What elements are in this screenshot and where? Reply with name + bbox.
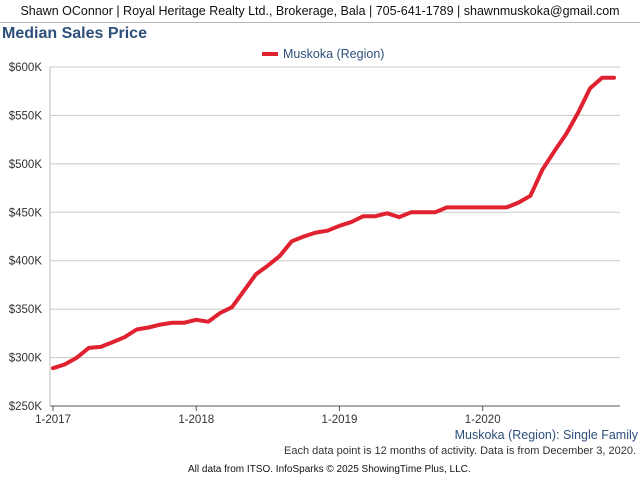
- y-tick-label: $450K: [9, 207, 43, 219]
- x-tick-label: 1-2019: [322, 414, 358, 426]
- x-tick-label: 1-2017: [35, 414, 71, 426]
- footer-credit: All data from ITSO. InfoSparks © 2025 Sh…: [188, 464, 471, 475]
- x-tick-label: 1-2020: [465, 414, 501, 426]
- y-tick-label: $500K: [9, 159, 43, 171]
- legend: Muskoka (Region): [262, 47, 384, 61]
- y-tick-label: $250K: [9, 401, 43, 413]
- chart-title: Median Sales Price: [2, 25, 147, 42]
- data-footnote: Each data point is 12 months of activity…: [284, 445, 636, 457]
- y-tick-label: $600K: [9, 62, 43, 74]
- y-tick-label: $350K: [9, 304, 43, 316]
- series-caption: Muskoka (Region): Single Family: [454, 428, 638, 442]
- gridlines: [50, 66, 620, 359]
- y-tick-label: $550K: [9, 110, 43, 122]
- y-axis-ticks: $250K $300K $350K $400K $450K $500K $550K $600K: [9, 62, 43, 413]
- x-axis-ticks: 1-2017 1-2018 1-2019 1-2020: [35, 406, 501, 426]
- y-tick-label: $400K: [9, 256, 43, 268]
- agent-contact-header: Shawn OConnor | Royal Heritage Realty Lt…: [0, 0, 640, 23]
- series-group: [51, 75, 616, 371]
- x-tick-label: 1-2018: [178, 414, 214, 426]
- axes: [49, 67, 620, 407]
- series-line-muskoka-region: [51, 75, 616, 371]
- legend-label: Muskoka (Region): [283, 47, 384, 61]
- y-tick-label: $300K: [9, 353, 43, 365]
